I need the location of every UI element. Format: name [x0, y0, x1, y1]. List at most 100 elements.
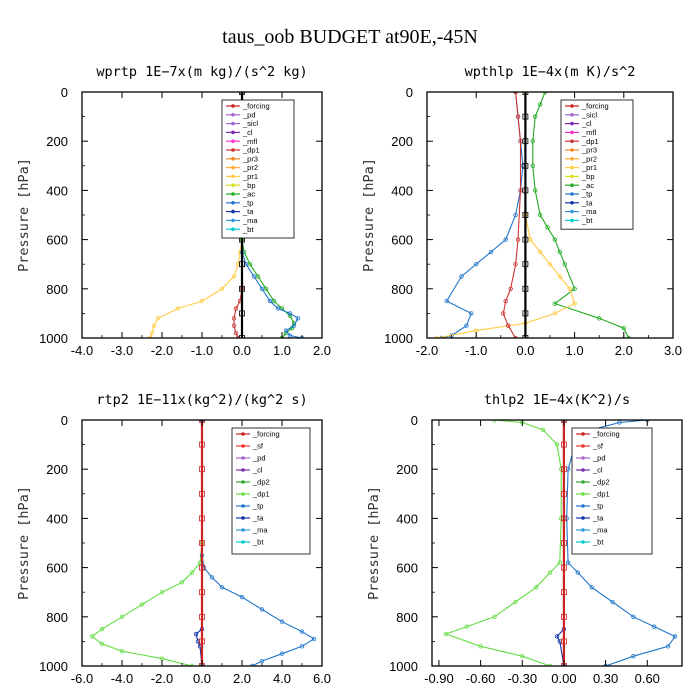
series-point_dp1 — [501, 311, 506, 316]
legend-marker — [570, 113, 574, 117]
series-point_bt — [561, 589, 567, 596]
legend-label: _cl — [592, 466, 603, 475]
x-tick-label: -2.0 — [151, 671, 173, 686]
y-tick-label: 1000 — [384, 331, 413, 346]
panel-title: wprtp 1E−7x(m kg)/(s^2 kg) — [96, 64, 307, 80]
series-point_dp1 — [518, 188, 523, 193]
y-tick-label: 600 — [396, 561, 418, 576]
x-tick-label: -4.0 — [111, 671, 133, 686]
legend-marker — [581, 540, 585, 544]
series-point_ac — [545, 225, 550, 230]
y-tick-label: 400 — [396, 511, 418, 526]
legend-marker — [231, 192, 235, 196]
x-tick-label: 1.0 — [566, 343, 584, 358]
legend-marker — [231, 227, 235, 231]
series-point_tp — [287, 311, 293, 316]
series-point_dp1 — [505, 323, 511, 328]
legend-label: _forcing — [252, 430, 280, 439]
legend-label: _ma — [581, 207, 597, 216]
panel-title: rtp2 1E−11x(kg^2)/(kg^2 s) — [96, 392, 307, 408]
legend-label: _dp1 — [252, 490, 270, 499]
legend-label: _pd — [592, 454, 606, 463]
series-point_tp — [631, 614, 636, 619]
legend-label: _ma — [252, 526, 268, 535]
series-point_dp1 — [233, 306, 239, 311]
legend-label: _ta — [242, 207, 254, 216]
x-tick-label: 2.0 — [615, 343, 633, 358]
series-point_pr1 — [557, 274, 563, 279]
series-point_bt — [199, 589, 205, 596]
series-point_dp1 — [231, 316, 237, 321]
series-point_bt — [522, 187, 529, 194]
legend-label: _tp — [252, 502, 263, 511]
legend-label: _pr2 — [242, 163, 258, 172]
legend-label: _pr3 — [581, 146, 597, 155]
series-point_bt — [199, 540, 205, 546]
legend-label: _dp1 — [592, 490, 610, 499]
legend-marker — [581, 504, 585, 508]
series-point_tp — [665, 644, 671, 649]
x-tick-label: -2.0 — [416, 343, 438, 358]
legend-marker — [241, 540, 245, 544]
y-tick-label: 800 — [46, 610, 68, 625]
y-axis-label: Pressure [hPa] — [16, 486, 32, 600]
y-tick-label: 200 — [46, 134, 68, 149]
y-tick-label: 400 — [46, 183, 68, 198]
y-tick-label: 600 — [391, 233, 413, 248]
legend-label: _dp2 — [252, 478, 270, 487]
series-point_dp1 — [515, 114, 521, 119]
legend-label: _ta — [581, 198, 593, 207]
legend-marker — [241, 456, 245, 460]
x-tick-label: 4.0 — [273, 671, 291, 686]
legend-label: _tp — [242, 198, 253, 207]
y-tick-label: 800 — [46, 282, 68, 297]
series-point_pr1 — [537, 249, 543, 255]
series-point_pr1 — [151, 323, 157, 328]
x-tick-label: -1.0 — [465, 343, 487, 358]
series-point_bt — [199, 564, 205, 571]
legend-label: _cl — [252, 466, 263, 475]
series-point_tp — [575, 570, 581, 575]
series-point_tp — [267, 298, 273, 304]
series-point_dp1 — [518, 138, 523, 144]
series-point_dp1 — [513, 599, 518, 605]
series-point_bt — [561, 490, 567, 497]
y-tick-label: 800 — [391, 282, 413, 297]
legend-label: _bp — [242, 181, 256, 190]
legend-label: _sicl — [242, 119, 258, 128]
legend-marker — [241, 444, 245, 448]
legend-marker — [570, 165, 574, 170]
legend-label: _ma — [592, 526, 608, 535]
series-point_ac — [562, 262, 567, 267]
legend: _forcing _sf _pd _cl _dp2 _dp1 _tp _ta _ma _bt — [571, 427, 653, 555]
legend-marker — [581, 456, 585, 460]
y-tick-label: 600 — [46, 561, 68, 576]
y-tick-label: 200 — [391, 134, 413, 149]
series-point_tp — [631, 653, 636, 659]
series-point_pr1 — [572, 301, 577, 306]
series-point_bt — [561, 466, 567, 473]
panel-2: wpthlp 1E−4x(m K)/s^2 Pressure [hPa] -2.0 -… — [361, 64, 682, 358]
series-point_ac — [271, 298, 277, 304]
series-point_tp — [311, 636, 317, 642]
series-point_pr1 — [147, 335, 153, 338]
legend-label: _forcing — [242, 102, 270, 111]
legend-marker — [231, 148, 235, 152]
legend-marker — [570, 183, 574, 187]
series-point_bt — [561, 613, 567, 620]
series-point_pr1 — [528, 237, 533, 242]
series-point_tp — [474, 262, 479, 267]
legend-marker — [570, 201, 574, 205]
series-line_dp1 — [502, 92, 522, 338]
series-point_dp1 — [189, 570, 195, 575]
series-point_dp1 — [139, 602, 145, 607]
legend-label: _dp1 — [242, 146, 260, 155]
series-point_dp1 — [557, 560, 562, 565]
legend-marker — [581, 432, 585, 436]
x-tick-label: 0.00 — [551, 671, 576, 686]
panel-1: wprtp 1E−7x(m kg)/(s^2 kg) Pressure [hPa]… — [16, 64, 331, 358]
legend-marker — [570, 157, 574, 161]
legend-marker — [570, 209, 574, 214]
legend-marker — [231, 165, 235, 170]
series-point_tp — [291, 323, 297, 328]
